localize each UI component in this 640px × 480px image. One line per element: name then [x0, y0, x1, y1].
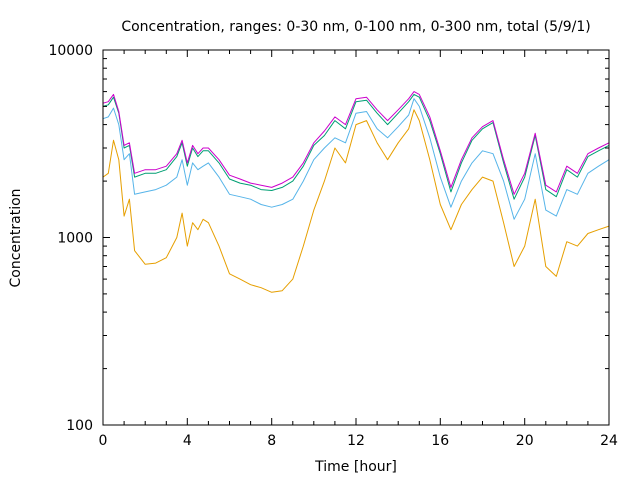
x-tick-label: 20	[516, 433, 534, 449]
series-line-1	[102, 109, 610, 293]
axis-layer: 0 4 8 12 16 20 24 100 1000 10000	[48, 43, 618, 449]
x-axis-title: Time [hour]	[314, 459, 397, 475]
x-tick-label: 4	[183, 433, 192, 449]
y-tick-label: 100	[66, 418, 93, 434]
x-tick-label: 8	[267, 433, 276, 449]
y-tick-label: 10000	[48, 43, 93, 59]
x-tick-label: 16	[431, 433, 449, 449]
series-line-3	[102, 93, 610, 200]
chart-title: Concentration, ranges: 0-30 nm, 0-100 nm…	[121, 19, 590, 35]
x-tick-label: 12	[347, 433, 365, 449]
series-layer	[102, 91, 610, 293]
y-tick-label: 1000	[57, 231, 93, 247]
series-line-4	[102, 91, 610, 195]
y-axis-title: Concentration	[8, 188, 24, 287]
series-line-2	[102, 98, 610, 220]
x-tick-label: 0	[99, 433, 108, 449]
x-tick-label: 24	[600, 433, 618, 449]
plot-frame	[102, 49, 610, 426]
